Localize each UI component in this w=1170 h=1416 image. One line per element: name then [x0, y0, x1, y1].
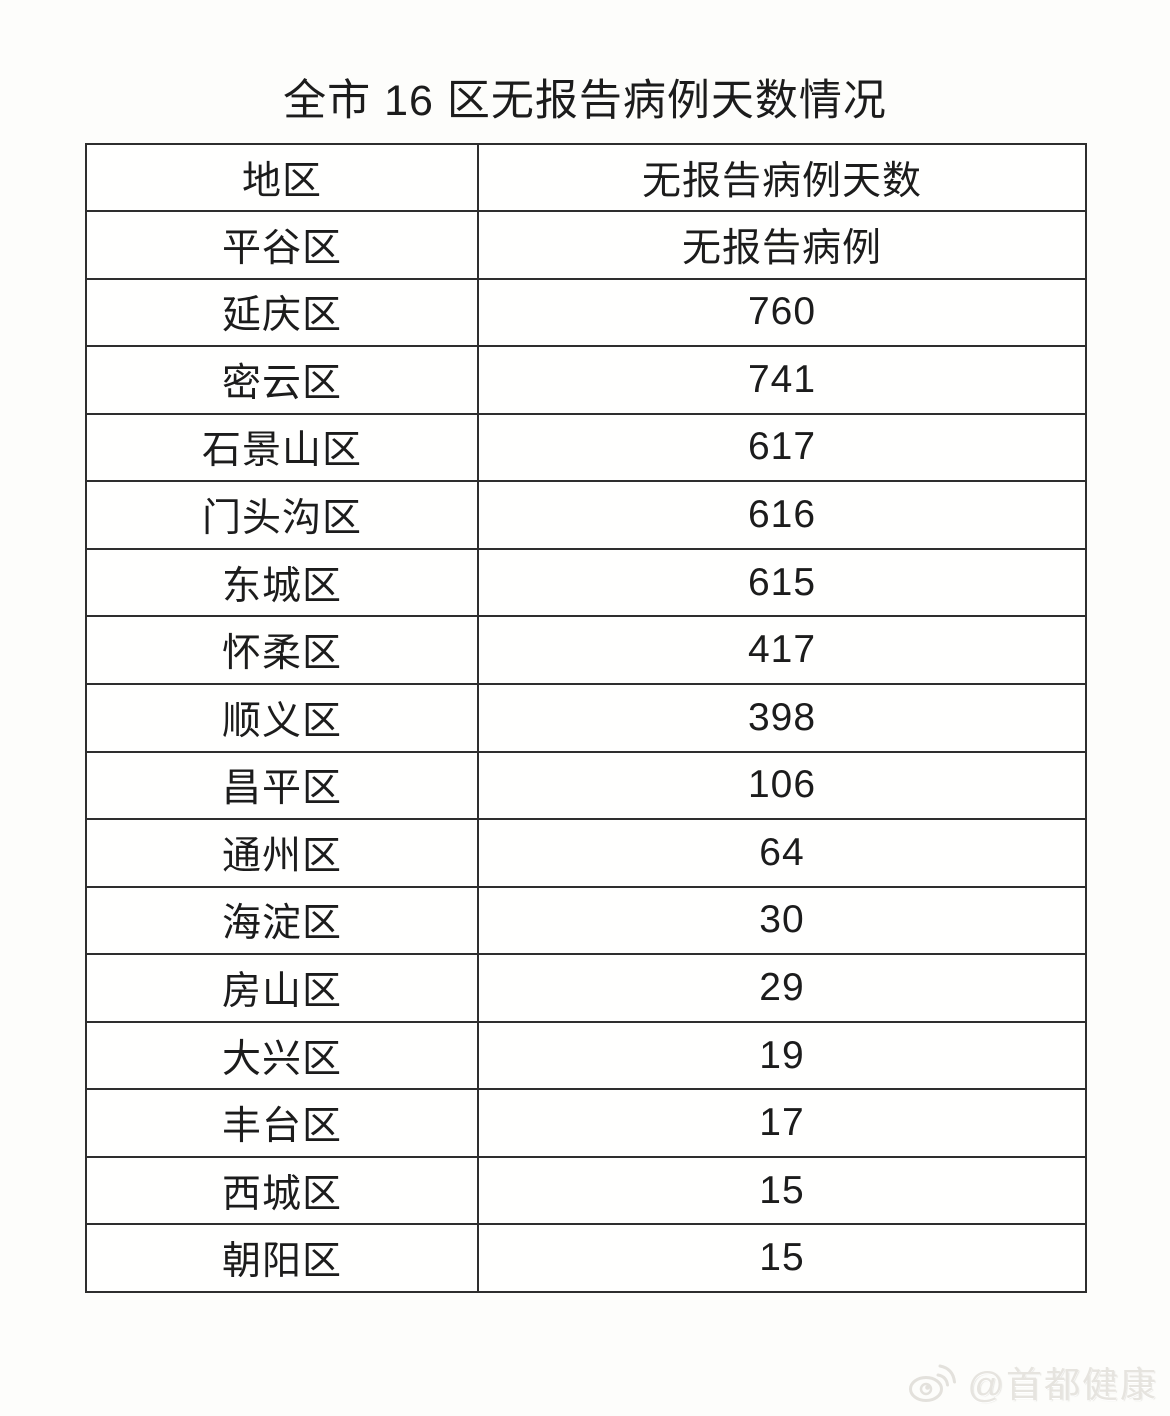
- watermark-handle: @首都健康: [967, 1364, 1158, 1405]
- table-row: 怀柔区 417: [85, 615, 1087, 685]
- table-row: 延庆区 760: [85, 277, 1087, 348]
- days-cell: 19: [477, 1020, 1087, 1091]
- region-cell: 东城区: [85, 547, 479, 618]
- table-row: 密云区 741: [85, 345, 1087, 415]
- days-cell: 760: [477, 277, 1087, 348]
- region-cell: 石景山区: [85, 412, 479, 483]
- table-row: 石景山区 617: [85, 412, 1087, 483]
- table-row: 平谷区 无报告病例: [85, 210, 1087, 280]
- region-cell: 平谷区: [85, 210, 479, 280]
- table-row: 通州区 64: [85, 818, 1087, 888]
- days-cell: 616: [477, 480, 1087, 550]
- days-cell: 615: [477, 547, 1087, 618]
- region-cell: 西城区: [85, 1155, 479, 1226]
- days-cell: 29: [477, 953, 1087, 1023]
- table-row: 朝阳区 15: [85, 1223, 1087, 1293]
- page-title: 全市 16 区无报告病例天数情况: [283, 77, 887, 125]
- region-cell: 昌平区: [85, 750, 479, 821]
- table-row: 顺义区 398: [85, 682, 1087, 753]
- region-cell: 大兴区: [85, 1020, 479, 1091]
- days-cell: 106: [477, 750, 1087, 821]
- days-cell: 64: [477, 818, 1087, 888]
- days-cell: 30: [477, 885, 1087, 956]
- days-cell: 无报告病例: [477, 210, 1087, 280]
- days-cell: 617: [477, 412, 1087, 483]
- region-cell: 延庆区: [85, 277, 479, 348]
- table-row: 丰台区 17: [85, 1088, 1087, 1158]
- table-row: 东城区 615: [85, 547, 1087, 618]
- table-header-row: 地区 无报告病例天数: [85, 143, 1087, 212]
- table-row: 西城区 15: [85, 1155, 1087, 1226]
- region-cell: 朝阳区: [85, 1223, 479, 1293]
- table-row: 海淀区 30: [85, 885, 1087, 956]
- no-case-days-table: 地区 无报告病例天数 平谷区 无报告病例 延庆区 760 密云区 741 石景山…: [85, 143, 1087, 1293]
- weibo-icon: [909, 1364, 957, 1402]
- watermark: @首都健康: [907, 1356, 1158, 1408]
- column-header-days: 无报告病例天数: [477, 143, 1087, 212]
- table-row: 房山区 29: [85, 953, 1087, 1023]
- days-cell: 17: [477, 1088, 1087, 1158]
- table-row: 大兴区 19: [85, 1020, 1087, 1091]
- region-cell: 丰台区: [85, 1088, 479, 1158]
- region-cell: 海淀区: [85, 885, 479, 956]
- region-cell: 密云区: [85, 345, 479, 415]
- region-cell: 怀柔区: [85, 615, 479, 685]
- column-header-region: 地区: [85, 143, 479, 212]
- region-cell: 门头沟区: [85, 480, 479, 550]
- region-cell: 顺义区: [85, 682, 479, 753]
- region-cell: 房山区: [85, 953, 479, 1023]
- days-cell: 741: [477, 345, 1087, 415]
- days-cell: 398: [477, 682, 1087, 753]
- table-row: 门头沟区 616: [85, 480, 1087, 550]
- region-cell: 通州区: [85, 818, 479, 888]
- days-cell: 417: [477, 615, 1087, 685]
- table-row: 昌平区 106: [85, 750, 1087, 821]
- days-cell: 15: [477, 1223, 1087, 1293]
- days-cell: 15: [477, 1155, 1087, 1226]
